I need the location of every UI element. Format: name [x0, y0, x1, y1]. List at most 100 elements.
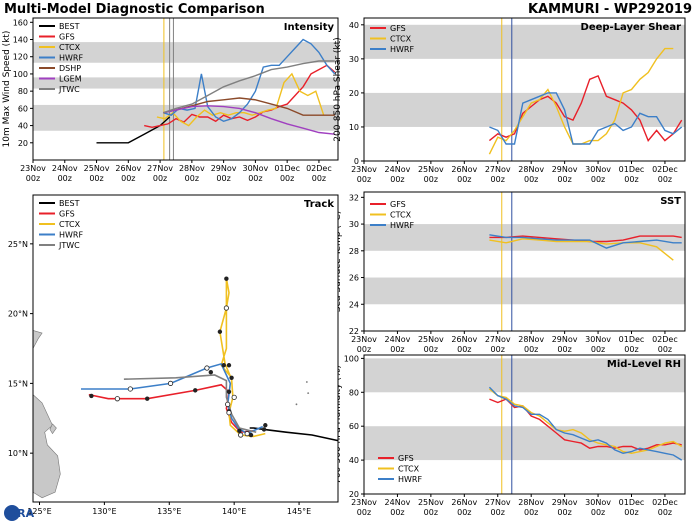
intensity-xtick-day: 30Nov [242, 164, 268, 173]
intensity-xtick-hour: 00z [216, 174, 230, 183]
sst-xtick-label: 28Nov 00z [518, 335, 544, 354]
sst-xtick-day: 01Dec [619, 335, 645, 344]
intensity-band [33, 77, 338, 89]
track-position-marker [224, 276, 229, 281]
sst-xtick-label: 26Nov 00z [451, 335, 477, 354]
track-position-marker-open [225, 401, 231, 407]
track-xtick-label: 125°E [27, 507, 51, 516]
intensity-frame [32, 17, 339, 161]
rh-band [364, 426, 685, 461]
sst-xtick-hour: 00z [390, 345, 404, 354]
track-position-marker-open [127, 386, 133, 392]
shear-xtick-label: 23Nov 00z [351, 165, 377, 184]
shear-ylabel: 200-850 hPa Shear (kt) [333, 37, 343, 141]
track-position-marker [226, 389, 232, 394]
intensity-title: Intensity [284, 22, 335, 33]
track-position-marker-open [238, 432, 244, 438]
rh-ytick-label: 40 [349, 456, 359, 465]
sst-xtick-day: 23Nov [351, 335, 377, 344]
intensity-xtick-label: 27Nov 00z [147, 164, 173, 183]
shear-xtick-day: 01Dec [619, 165, 645, 174]
track-position-marker-open [231, 394, 237, 400]
sst-xtick-day: 28Nov [518, 335, 544, 344]
rh-xtick-label: 25Nov 00z [418, 498, 444, 517]
storm-title: KAMMURI - WP292019 [528, 2, 692, 17]
shear-xtick-hour: 00z [390, 175, 404, 184]
track-xtick-label: 130°E [92, 507, 116, 516]
rh-xtick-label: 27Nov 00z [485, 498, 511, 517]
track-position-marker [217, 329, 223, 334]
rh-legend-label: GFS [398, 454, 414, 463]
sst-xtick-label: 02Dec 00z [652, 335, 678, 354]
sst-legend-label: HWRF [390, 221, 414, 230]
intensity-series-best [96, 116, 171, 144]
intensity-xtick-hour: 00z [89, 174, 103, 183]
track-position-marker [226, 363, 232, 368]
sst-legend-label: CTCX [390, 211, 412, 220]
sst-ytick-label: 24 [349, 300, 359, 309]
intensity-legend-label: LGEM [59, 75, 82, 84]
shear-xtick-label: 26Nov 00z [451, 165, 477, 184]
rh-xtick-hour: 00z [524, 508, 538, 517]
rh-series-hwrf [488, 386, 683, 461]
intensity-series-gfs [144, 64, 336, 129]
track-ytick-label: 15°N [8, 379, 28, 388]
sst-ytick-label: 32 [349, 193, 359, 202]
cira-logo: CIRA [4, 505, 35, 521]
shear-xtick-label: 24Nov 00z [385, 165, 411, 184]
intensity-xtick-hour: 00z [312, 174, 326, 183]
shear-xtick-hour: 00z [591, 175, 605, 184]
shear-ytick-label: 0 [354, 157, 359, 166]
rh-xtick-label: 29Nov 00z [552, 498, 578, 517]
rh-ytick-label: 80 [349, 388, 359, 397]
sst-frame [363, 191, 686, 332]
track-position-marker-open [167, 380, 174, 386]
intensity-xtick-day: 02Dec [306, 164, 332, 173]
intensity-ytick-label: 120 [13, 53, 28, 62]
shear-xtick-hour: 00z [658, 175, 672, 184]
intensity-legend-label: BEST [59, 22, 80, 31]
rh-xtick-label: 24Nov 00z [385, 498, 411, 517]
rh-series-ctcx [488, 388, 683, 455]
intensity-xtick-hour: 00z [58, 174, 72, 183]
shear-xtick-label: 30Nov 00z [585, 165, 611, 184]
intensity-ytick-label: 160 [13, 18, 28, 27]
track-position-marker [237, 428, 242, 434]
intensity-series-lgem [163, 105, 335, 135]
intensity-legend-label: DSHP [59, 64, 81, 73]
rh-title: Mid-Level RH [607, 359, 681, 370]
rh-xtick-hour: 00z [591, 508, 605, 517]
sst-xtick-hour: 00z [658, 345, 672, 354]
shear-series-gfs [488, 74, 683, 142]
track-position-marker [89, 393, 94, 399]
shear-xtick-day: 28Nov [518, 165, 544, 174]
track-position-marker [229, 375, 234, 381]
track-position-marker-open [226, 410, 232, 416]
intensity-series-jtwc [163, 60, 335, 114]
sst-xtick-label: 30Nov 00z [585, 335, 611, 354]
intensity-xtick-day: 28Nov [179, 164, 205, 173]
track-xtick-label: 140°E [222, 507, 246, 516]
sst-xtick-label: 23Nov 00z [351, 335, 377, 354]
track-position-marker-open [223, 305, 229, 311]
shear-legend-label: HWRF [390, 45, 414, 54]
intensity-legend-label: JTWC [58, 85, 80, 94]
rh-xtick-hour: 00z [624, 508, 638, 517]
sst-ytick-label: 26 [349, 274, 359, 283]
sst-plot-area [364, 192, 685, 331]
intensity-xtick-label: 23Nov 00z [20, 164, 46, 183]
land-mass [32, 393, 61, 499]
land-mass [49, 423, 57, 435]
shear-xtick-hour: 00z [357, 175, 371, 184]
intensity-xtick-label: 28Nov 00z [179, 164, 205, 183]
track-position-marker [248, 432, 254, 438]
shear-xtick-hour: 00z [524, 175, 538, 184]
track-position-marker [145, 396, 150, 401]
track-legend-label: GFS [59, 210, 75, 219]
shear-xtick-label: 27Nov 00z [485, 165, 511, 184]
rh-xtick-day: 01Dec [619, 498, 645, 507]
island [295, 403, 298, 406]
track-position-marker-open [244, 431, 250, 437]
